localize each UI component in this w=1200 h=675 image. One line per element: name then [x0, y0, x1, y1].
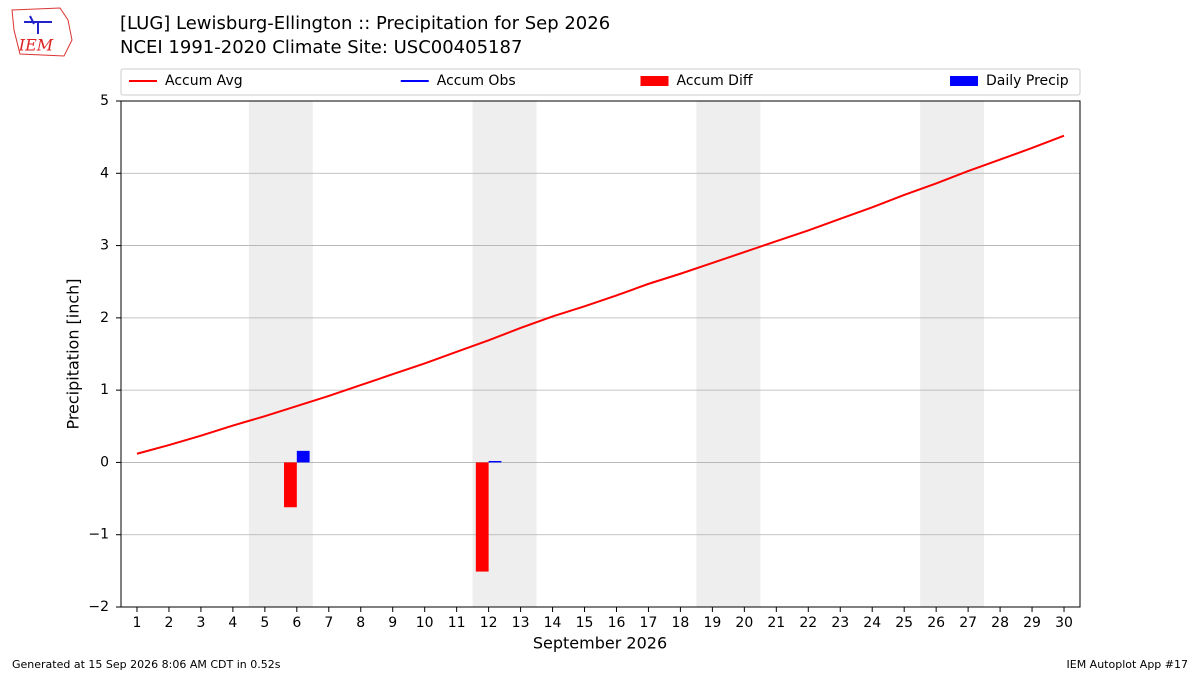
bar — [296, 450, 310, 463]
y-tick-label: 0 — [100, 454, 109, 470]
x-tick-label: 12 — [480, 615, 498, 631]
x-tick-label: 13 — [512, 615, 530, 631]
x-tick-label: 8 — [356, 615, 365, 631]
x-tick-label: 3 — [196, 615, 205, 631]
plot-frame — [120, 100, 1081, 608]
chart-subtitle: NCEI 1991-2020 Climate Site: USC00405187 — [120, 37, 522, 58]
x-tick-label: 14 — [544, 615, 562, 631]
y-tick-label: 5 — [100, 93, 109, 109]
x-tick-label: 21 — [767, 615, 785, 631]
weekend-band — [248, 101, 313, 607]
logo-text: IEM — [18, 36, 54, 55]
x-tick-label: 29 — [1023, 615, 1041, 631]
footer-right: IEM Autoplot App #17 — [1067, 658, 1189, 671]
x-tick-label: 25 — [895, 615, 913, 631]
legend-swatch — [950, 76, 978, 86]
x-tick-label: 24 — [863, 615, 881, 631]
legend-label: Daily Precip — [986, 73, 1069, 89]
line-series — [136, 134, 1065, 455]
legend-swatch — [640, 76, 669, 86]
y-tick-label: 4 — [100, 165, 109, 181]
y-axis-label: Precipitation [inch] — [64, 278, 83, 429]
y-tick-label: 1 — [100, 382, 109, 398]
x-tick-label: 10 — [416, 615, 434, 631]
x-tick-label: 5 — [260, 615, 269, 631]
x-tick-label: 17 — [640, 615, 658, 631]
weekend-band — [696, 101, 761, 607]
y-tick-label: 2 — [100, 310, 109, 326]
logo: IEM — [11, 7, 73, 57]
x-tick-label: 28 — [991, 615, 1009, 631]
logo-outline — [11, 7, 73, 57]
x-tick-label: 11 — [448, 615, 466, 631]
footer-left: Generated at 15 Sep 2026 8:06 AM CDT in … — [12, 658, 281, 671]
x-tick-label: 6 — [292, 615, 301, 631]
x-axis-label: September 2026 — [533, 634, 667, 653]
legend-label: Accum Obs — [437, 73, 516, 89]
x-tick-label: 7 — [324, 615, 333, 631]
x-tick-label: 27 — [959, 615, 977, 631]
bar — [488, 460, 502, 463]
legend-box — [120, 68, 1081, 96]
x-tick-label: 22 — [799, 615, 817, 631]
x-tick-label: 1 — [133, 615, 142, 631]
x-tick-label: 30 — [1055, 615, 1073, 631]
legend-label: Accum Diff — [677, 73, 753, 89]
x-tick-label: 9 — [388, 615, 397, 631]
x-tick-label: 2 — [164, 615, 173, 631]
logo-icon — [24, 15, 52, 34]
x-tick-label: 26 — [927, 615, 945, 631]
legend-label: Accum Avg — [165, 73, 243, 89]
x-tick-label: 16 — [608, 615, 626, 631]
x-tick-label: 23 — [831, 615, 849, 631]
x-tick-label: 4 — [228, 615, 237, 631]
bar — [475, 462, 489, 572]
y-tick-label: 3 — [100, 238, 109, 254]
chart-title: [LUG] Lewisburg-Ellington :: Precipitati… — [120, 13, 610, 34]
x-tick-label: 15 — [576, 615, 594, 631]
y-tick-label: −1 — [88, 527, 109, 543]
x-tick-label: 18 — [672, 615, 690, 631]
bar — [284, 462, 297, 508]
y-tick-label: −2 — [88, 599, 109, 615]
x-tick-label: 19 — [703, 615, 721, 631]
x-tick-label: 20 — [735, 615, 753, 631]
